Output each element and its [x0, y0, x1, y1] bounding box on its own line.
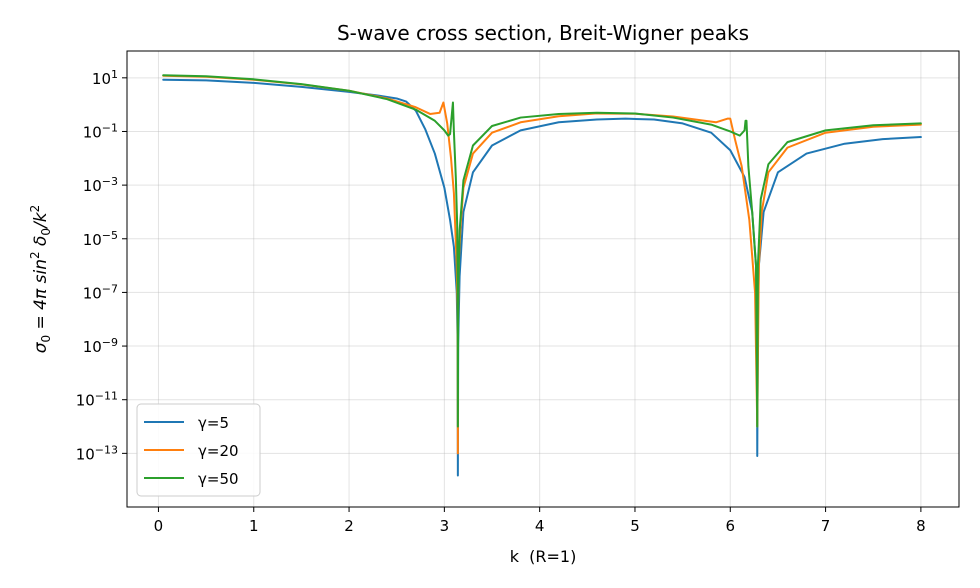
y-tick-label: 10−3	[83, 175, 118, 196]
legend-label: γ=5	[198, 414, 229, 432]
x-tick-label: 3	[440, 517, 450, 535]
legend-box	[136, 403, 261, 497]
y-tick-label: 10−7	[83, 282, 118, 303]
x-tick-label: 6	[725, 517, 735, 535]
chart-title: S-wave cross section, Breit-Wigner peaks	[337, 21, 749, 45]
y-axis-label: σ0 = 4π sin2 δ0/k2	[28, 205, 53, 354]
y-tick-label: 10−9	[83, 336, 118, 357]
x-tick-label: 8	[916, 517, 926, 535]
y-tick-label: 10−1	[83, 121, 118, 142]
legend-label: γ=50	[198, 470, 239, 488]
y-tick-label: 101	[92, 67, 118, 88]
x-tick-label: 5	[630, 517, 640, 535]
legend-label: γ=20	[198, 442, 239, 460]
x-axis-label: k (R=1)	[510, 547, 577, 566]
legend: γ=5 γ=20 γ=50	[136, 403, 261, 497]
grid	[127, 51, 959, 507]
y-tick-label: 10−11	[76, 389, 118, 410]
plot-frame	[126, 50, 960, 508]
y-tick-label: 10−5	[83, 228, 118, 249]
x-tick-label: 7	[821, 517, 831, 535]
series-line-3	[162, 74, 922, 428]
x-tick-label: 0	[154, 517, 164, 535]
y-tick-label: 10−13	[76, 443, 118, 464]
y-axis-ticks: 101 10−1 10−3 10−5 10−7 10−9 10−11 10−13	[76, 67, 127, 463]
plot-lines	[162, 74, 922, 477]
x-tick-label: 2	[344, 517, 354, 535]
x-tick-label: 4	[535, 517, 545, 535]
x-axis-ticks: 0 1 2 3 4 5 6 7 8	[154, 507, 926, 535]
x-tick-label: 1	[249, 517, 259, 535]
